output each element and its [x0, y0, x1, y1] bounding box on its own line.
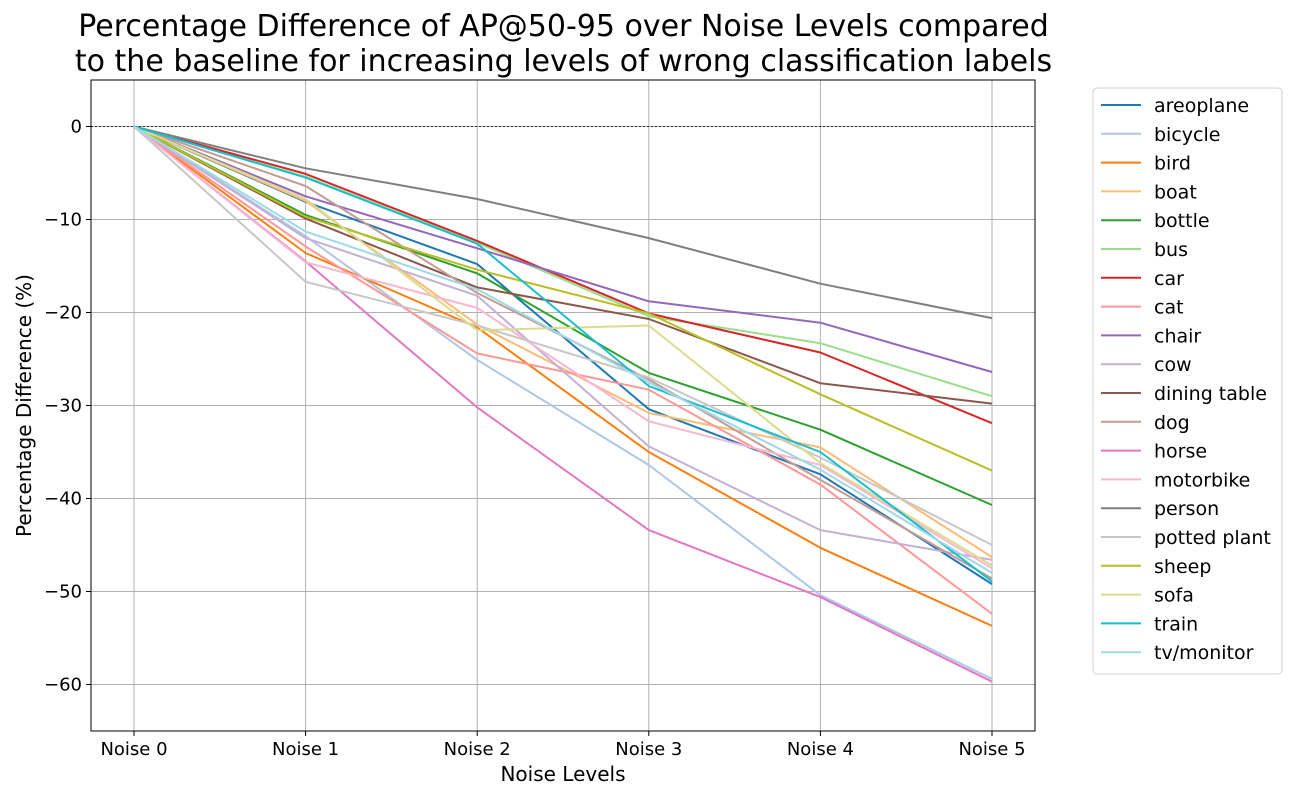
- legend-label: train: [1154, 613, 1198, 635]
- legend-label: sofa: [1154, 585, 1194, 607]
- series-line-car: [133, 125, 993, 425]
- y-tick-label: −40: [44, 489, 82, 510]
- x-tick-label: Noise 1: [272, 739, 339, 760]
- x-axis: Noise 0 Noise 1 Noise 2 Noise 3 Noise 4 Noise…: [100, 731, 1026, 760]
- series-line-sheep: [133, 125, 993, 472]
- series-line-person: [133, 125, 993, 320]
- x-tick-label: Noise 4: [787, 739, 854, 760]
- series-line-tv-monitor: [133, 125, 993, 574]
- series-layer: [133, 125, 993, 683]
- x-axis-label: Noise Levels: [500, 762, 625, 786]
- series-line-potted-plant: [133, 125, 993, 546]
- legend-label: potted plant: [1154, 527, 1271, 549]
- legend-label: sheep: [1154, 556, 1211, 578]
- y-axis: 0 −10 −20 −30 −40 −50 −60: [44, 117, 91, 696]
- legend-label: cat: [1154, 297, 1184, 319]
- legend-label: bottle: [1154, 210, 1210, 232]
- y-tick-label: −30: [44, 396, 82, 417]
- series-line-cow: [133, 125, 993, 561]
- legend-label: bicycle: [1154, 124, 1220, 146]
- legend-label: car: [1154, 268, 1184, 290]
- series-line-sofa: [133, 125, 993, 567]
- y-tick-label: 0: [71, 117, 82, 138]
- legend-label: dog: [1154, 412, 1190, 434]
- legend-label: person: [1154, 498, 1219, 520]
- y-tick-label: −60: [44, 675, 82, 696]
- legend-label: horse: [1154, 441, 1207, 463]
- legend-box: [1092, 87, 1283, 675]
- x-tick-label: Noise 0: [100, 739, 167, 760]
- series-line-dining-table: [133, 125, 993, 405]
- series-line-bottle: [133, 125, 993, 506]
- legend-label: boat: [1154, 181, 1197, 203]
- legend-label: chair: [1154, 325, 1201, 347]
- series-line-bicycle: [133, 125, 993, 680]
- legend-label: areoplane: [1154, 95, 1249, 117]
- x-tick-label: Noise 5: [958, 739, 1025, 760]
- series-line-motorbike: [133, 125, 993, 570]
- y-tick-label: −20: [44, 303, 82, 324]
- legend-label: dining table: [1154, 383, 1267, 405]
- chart-title-line-2: to the baseline for increasing levels of…: [74, 44, 1053, 79]
- chart-title-line-1: Percentage Difference of AP@50-95 over N…: [78, 9, 1049, 44]
- series-line-train: [133, 125, 993, 583]
- legend-label: bus: [1154, 239, 1188, 261]
- x-tick-label: Noise 2: [444, 739, 511, 760]
- series-line-chair: [133, 125, 993, 373]
- y-tick-label: −50: [44, 582, 82, 603]
- legend-label: cow: [1154, 354, 1192, 376]
- series-line-boat: [133, 125, 993, 558]
- legend: areoplane bicycle bird boat bottle bus car cat c…: [1092, 87, 1283, 675]
- legend-label: motorbike: [1154, 469, 1250, 491]
- series-line-bus: [133, 125, 993, 398]
- x-tick-label: Noise 3: [615, 739, 682, 760]
- y-axis-label: Percentage Difference (%): [12, 274, 36, 537]
- series-line-bird: [133, 125, 993, 627]
- legend-label: bird: [1154, 153, 1191, 175]
- y-tick-label: −10: [44, 210, 82, 231]
- legend-label: tv/monitor: [1154, 642, 1254, 664]
